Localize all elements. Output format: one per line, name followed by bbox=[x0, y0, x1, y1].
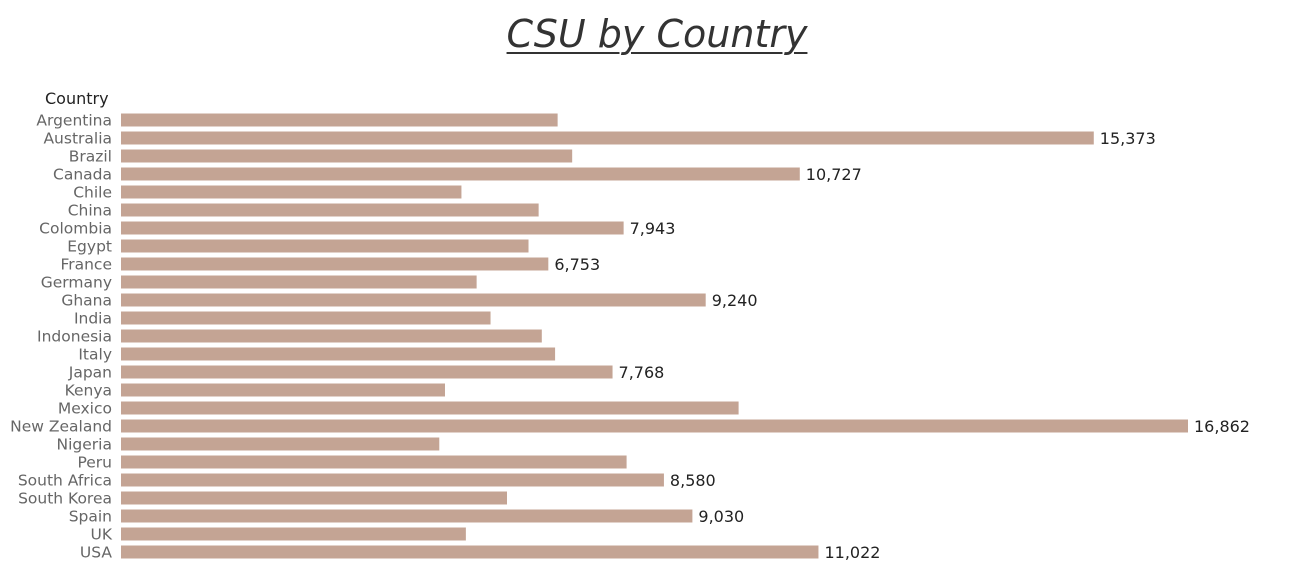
tick-label-nigeria: Nigeria bbox=[57, 436, 112, 454]
bar-egypt bbox=[121, 239, 529, 253]
tick-label-spain: Spain bbox=[69, 508, 112, 526]
bar-germany bbox=[121, 275, 477, 289]
tick-label-peru: Peru bbox=[77, 454, 112, 472]
tick-label-egypt: Egypt bbox=[67, 238, 112, 256]
bar-new-zealand bbox=[121, 419, 1188, 433]
bar-argentina bbox=[121, 113, 558, 127]
tick-label-new-zealand: New Zealand bbox=[10, 418, 112, 436]
tick-label-italy: Italy bbox=[78, 346, 112, 364]
data-label-new-zealand: 16,862 bbox=[1194, 417, 1250, 436]
tick-label-chile: Chile bbox=[73, 184, 112, 202]
tick-label-uk: UK bbox=[90, 526, 112, 544]
tick-label-argentina: Argentina bbox=[36, 112, 112, 130]
bar-china bbox=[121, 203, 539, 217]
bar-australia bbox=[121, 131, 1094, 145]
bar-kenya bbox=[121, 383, 445, 397]
data-label-usa: 11,022 bbox=[824, 543, 880, 561]
tick-label-germany: Germany bbox=[41, 274, 112, 292]
tick-label-usa: USA bbox=[80, 544, 112, 561]
tick-label-canada: Canada bbox=[53, 166, 112, 184]
tick-label-brazil: Brazil bbox=[69, 148, 112, 166]
bar-india bbox=[121, 311, 491, 325]
bar-uk bbox=[121, 527, 466, 541]
tick-label-india: India bbox=[74, 310, 112, 328]
bar-nigeria bbox=[121, 437, 440, 451]
data-label-colombia: 7,943 bbox=[630, 219, 676, 238]
tick-label-china: China bbox=[68, 202, 112, 220]
data-label-japan: 7,768 bbox=[619, 363, 665, 382]
bar-brazil bbox=[121, 149, 573, 163]
tick-label-ghana: Ghana bbox=[61, 292, 112, 310]
bar-mexico bbox=[121, 401, 739, 415]
data-label-france: 6,753 bbox=[554, 255, 600, 274]
data-label-australia: 15,373 bbox=[1100, 129, 1156, 148]
tick-label-mexico: Mexico bbox=[58, 400, 112, 418]
bar-ghana bbox=[121, 293, 706, 307]
y-axis-title: Country bbox=[45, 89, 109, 108]
tick-label-south-korea: South Korea bbox=[18, 490, 112, 508]
tick-label-france: France bbox=[60, 256, 112, 274]
data-label-canada: 10,727 bbox=[806, 165, 862, 184]
bar-south-africa bbox=[121, 473, 664, 487]
bar-colombia bbox=[121, 221, 624, 235]
chart-title: CSU by Country bbox=[506, 12, 808, 56]
data-label-spain: 9,030 bbox=[698, 507, 744, 526]
data-label-ghana: 9,240 bbox=[712, 291, 758, 310]
bar-chile bbox=[121, 185, 462, 199]
tick-label-colombia: Colombia bbox=[39, 220, 112, 238]
bar-canada bbox=[121, 167, 800, 181]
bar-italy bbox=[121, 347, 556, 361]
tick-label-south-africa: South Africa bbox=[18, 472, 112, 490]
bar-indonesia bbox=[121, 329, 542, 343]
bars-layer bbox=[121, 113, 1188, 559]
bar-japan bbox=[121, 365, 613, 379]
tick-label-australia: Australia bbox=[43, 130, 112, 148]
bar-usa bbox=[121, 545, 819, 559]
tick-label-japan: Japan bbox=[68, 364, 112, 382]
bar-south-korea bbox=[121, 491, 507, 505]
tick-label-indonesia: Indonesia bbox=[37, 328, 112, 346]
bar-france bbox=[121, 257, 549, 271]
data-label-south-africa: 8,580 bbox=[670, 471, 716, 490]
bar-peru bbox=[121, 455, 627, 469]
tick-label-kenya: Kenya bbox=[65, 382, 112, 400]
bar-spain bbox=[121, 509, 693, 523]
